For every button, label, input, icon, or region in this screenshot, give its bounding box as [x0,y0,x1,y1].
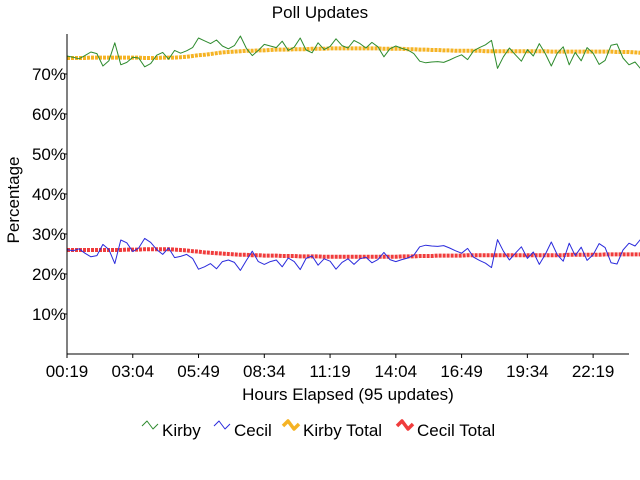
y-tick-label: 40% [32,185,66,204]
y-axis-label: Percentage [4,157,23,244]
y-tick-label: 20% [32,265,66,284]
x-tick-label: 14:04 [375,362,418,381]
x-tick-label: 11:19 [309,362,350,381]
x-tick-label: 08:34 [243,362,286,381]
x-tick-label: 03:04 [111,362,154,381]
y-tick-label: 70% [32,65,66,84]
y-tick-label: 50% [32,145,66,164]
legend-swatch-kirby-total [281,419,301,431]
y-tick-label: 30% [32,225,66,244]
legend-label-cecil: Cecil [234,421,272,440]
plot-area [66,35,640,271]
chart-title: Poll Updates [272,3,368,22]
legend-label-cecil-total: Cecil Total [417,421,495,440]
legend-label-kirby: Kirby [162,421,201,440]
legend-swatch-cecil [213,420,231,430]
legend-swatch-cecil-total [395,419,415,431]
x-tick-label: 16:49 [440,362,483,381]
legend: Kirby Cecil Kirby Total Cecil Total [141,419,495,440]
series-line-cecil-total [67,247,640,259]
series-line-kirby [66,35,640,69]
axes: 10% 20% 30% 40% 50% 60% 70% 00:19 03:04 05:49 08:3… [32,34,629,381]
x-tick-label: 22:19 [572,362,615,381]
x-tick-label: 05:49 [177,362,220,381]
x-tick-label: 19:34 [506,362,549,381]
x-tick-label: 00:19 [46,362,89,381]
legend-swatch-kirby [141,420,159,430]
series-line-cecil [66,237,640,271]
legend-label-kirby-total: Kirby Total [303,421,382,440]
x-axis-label: Hours Elapsed (95 updates) [242,385,454,404]
series-line-kirby-total [67,46,640,60]
y-tick-label: 60% [32,105,66,124]
y-tick-label: 10% [32,305,66,324]
